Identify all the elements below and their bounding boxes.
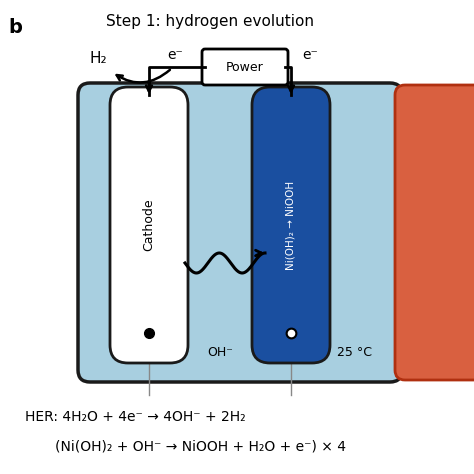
FancyBboxPatch shape — [110, 87, 188, 363]
Text: OH⁻: OH⁻ — [207, 346, 233, 358]
Text: b: b — [8, 18, 22, 37]
Text: H₂: H₂ — [89, 51, 107, 65]
Text: e⁻: e⁻ — [167, 48, 183, 62]
Text: HER: 4H₂O + 4e⁻ → 4OH⁻ + 2H₂: HER: 4H₂O + 4e⁻ → 4OH⁻ + 2H₂ — [25, 410, 246, 424]
Text: Ni(OH)₂ → NiOOH: Ni(OH)₂ → NiOOH — [286, 181, 296, 270]
Text: (Ni(OH)₂ + OH⁻ → NiOOH + H₂O + e⁻) × 4: (Ni(OH)₂ + OH⁻ → NiOOH + H₂O + e⁻) × 4 — [55, 440, 346, 454]
Text: Cathode: Cathode — [143, 199, 155, 251]
FancyBboxPatch shape — [252, 87, 330, 363]
FancyBboxPatch shape — [202, 49, 288, 85]
FancyBboxPatch shape — [78, 83, 402, 382]
Text: Power: Power — [226, 61, 264, 73]
FancyBboxPatch shape — [395, 85, 474, 380]
Text: Step 1: hydrogen evolution: Step 1: hydrogen evolution — [106, 14, 314, 29]
Text: e⁻: e⁻ — [302, 48, 318, 62]
Text: 25 °C: 25 °C — [337, 346, 373, 358]
